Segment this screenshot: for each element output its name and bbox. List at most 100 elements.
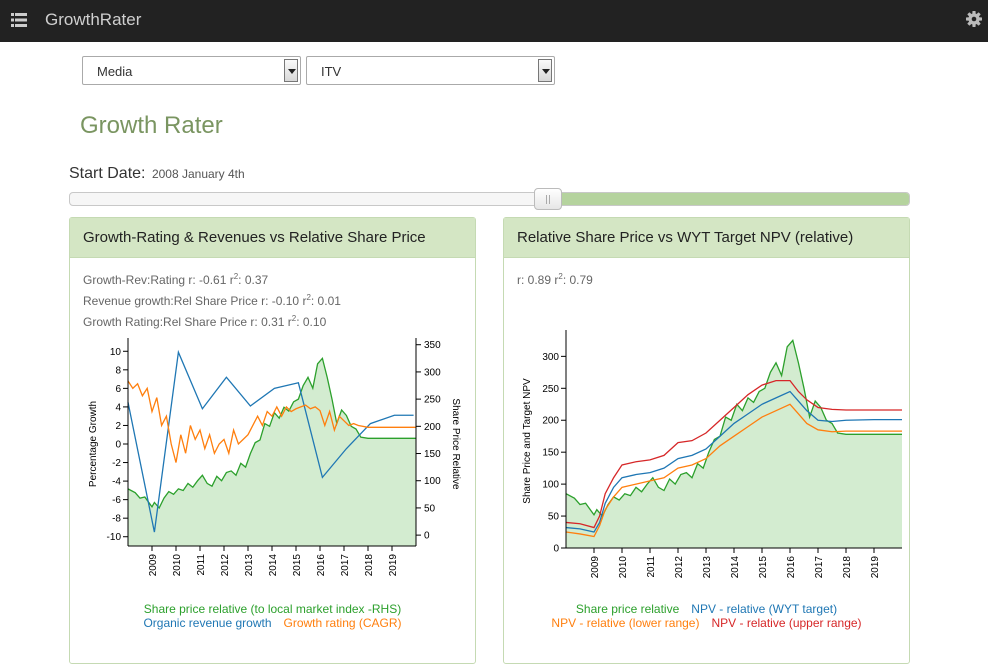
x-tick-label: 2013 xyxy=(244,554,255,577)
handle-grip-icon xyxy=(546,195,548,204)
npv-chart: 0 50 100 150 200 250 300 2009 2010 2011 2012 2013 20… xyxy=(522,330,902,579)
y-tick-label: 0 xyxy=(553,544,559,555)
x-tick-label: 2019 xyxy=(870,556,881,579)
legend-entry[interactable]: Growth rating (CAGR) xyxy=(283,616,402,630)
start-date-value: 2008 January 4th xyxy=(151,167,245,181)
y2-axis-label: Share Price Relative xyxy=(450,398,461,490)
y-tick-label: 200 xyxy=(542,416,559,427)
legend-entry[interactable]: NPV - relative (lower range) xyxy=(551,616,700,630)
stat-value: : 0.79 xyxy=(562,273,593,287)
x-tick-label: 2009 xyxy=(148,554,159,577)
chart-legend: Share price relative NPV - relative (WYT … xyxy=(504,602,909,630)
slider-handle[interactable] xyxy=(534,188,563,210)
x-tick-label: 2013 xyxy=(702,556,713,579)
npv-panel: Relative Share Price vs WYT Target NPV (… xyxy=(503,217,910,664)
legend-row: NPV - relative (lower range) NPV - relati… xyxy=(504,616,909,630)
stat-text: Growth Rating:Rel Share Price r: 0.31 r xyxy=(83,315,292,329)
y-tick-label: 250 xyxy=(542,384,559,395)
y-tick-label: 100 xyxy=(542,480,559,491)
growth-chart: -10-8-6-4-202468100501001502002503003502… xyxy=(88,338,461,577)
page-title: Growth Rater xyxy=(80,112,223,139)
y-tick-label: 4 xyxy=(115,402,121,413)
gear-icon[interactable] xyxy=(966,11,982,27)
x-tick-label: 2012 xyxy=(674,556,685,579)
y-tick-label: 300 xyxy=(542,352,559,363)
y-tick-label: 6 xyxy=(115,384,121,395)
organic-revenue-line xyxy=(127,349,414,533)
npv-target-line xyxy=(565,390,902,533)
y2-tick-label: 300 xyxy=(424,367,441,378)
x-tick-label: 2014 xyxy=(268,554,279,577)
handle-grip-icon xyxy=(549,195,551,204)
y-tick-label: 10 xyxy=(110,347,122,358)
y-tick-label: 8 xyxy=(115,365,121,376)
y2-tick-label: 200 xyxy=(424,422,441,433)
y-tick-label: 150 xyxy=(542,448,559,459)
y-tick-label: 0 xyxy=(115,440,121,451)
y-axis-label: Share Price and Target NPV xyxy=(522,378,533,504)
stat-line: Revenue growth:Rel Share Price r: -0.10 … xyxy=(83,289,341,310)
y-tick-label: -10 xyxy=(107,532,122,543)
y-tick-label: -4 xyxy=(112,477,121,488)
y2-tick-label: 150 xyxy=(424,449,441,460)
stat-line: Growth-Rev:Rating r: -0.61 r2: 0.37 xyxy=(83,268,341,289)
stat-superscript: 2 xyxy=(291,314,297,323)
legend-entry[interactable]: Organic revenue growth xyxy=(143,616,272,630)
company-dropdown-arrow-icon[interactable] xyxy=(538,59,552,82)
x-tick-label: 2015 xyxy=(758,556,769,579)
y2-tick-label: 350 xyxy=(424,340,441,351)
list-menu-icon[interactable] xyxy=(11,12,27,28)
x-tick-label: 2019 xyxy=(388,554,399,577)
x-tick-label: 2009 xyxy=(590,556,601,579)
correlation-stats: Growth-Rev:Rating r: -0.61 r2: 0.37 Reven… xyxy=(83,268,341,331)
x-tick-label: 2011 xyxy=(196,554,207,576)
legend-entry[interactable]: NPV - relative (upper range) xyxy=(711,616,862,630)
company-select-value: ITV xyxy=(321,64,342,79)
share-price-area xyxy=(566,340,902,548)
company-select[interactable]: ITV xyxy=(306,56,555,85)
correlation-stats: r: 0.89 r2: 0.79 xyxy=(517,268,593,289)
sector-select-value: Media xyxy=(97,64,133,79)
x-tick-label: 2018 xyxy=(842,556,853,579)
sector-select[interactable]: Media xyxy=(82,56,301,85)
stat-value: : 0.01 xyxy=(310,294,341,308)
legend-entry[interactable]: Share price relative (to local market in… xyxy=(143,602,402,616)
y2-tick-label: 0 xyxy=(424,531,430,542)
legend-entry[interactable]: NPV - relative (WYT target) xyxy=(691,602,838,616)
slider-range-fill xyxy=(549,193,909,205)
x-tick-label: 2015 xyxy=(292,554,303,577)
legend-row: Organic revenue growth Growth rating (CAG… xyxy=(70,616,475,630)
x-tick-label: 2017 xyxy=(340,554,351,577)
growth-rating-panel: Growth-Rating & Revenues vs Relative Sha… xyxy=(69,217,476,664)
stat-superscript: 2 xyxy=(558,272,563,281)
app-title[interactable]: GrowthRater xyxy=(45,10,142,29)
stat-line: Growth Rating:Rel Share Price r: 0.31 r2… xyxy=(83,310,341,331)
chart-legend: Share price relative (to local market in… xyxy=(70,602,475,630)
panel-title: Relative Share Price vs WYT Target NPV (… xyxy=(504,218,909,258)
y-tick-label: 2 xyxy=(115,421,121,432)
x-tick-label: 2017 xyxy=(814,556,825,579)
x-tick-label: 2016 xyxy=(786,556,797,579)
start-date-slider[interactable] xyxy=(69,192,910,206)
share-price-line xyxy=(127,356,416,510)
start-date-label: Start Date: 2008 January 4th xyxy=(69,165,245,183)
legend-entry[interactable]: Share price relative xyxy=(575,602,680,616)
stat-value: : 0.37 xyxy=(238,273,269,287)
x-tick-label: 2018 xyxy=(364,554,375,577)
stat-superscript: 2 xyxy=(306,293,311,302)
x-tick-label: 2010 xyxy=(172,554,183,577)
sector-dropdown-arrow-icon[interactable] xyxy=(284,59,298,82)
growth-rating-line xyxy=(127,380,416,463)
x-tick-label: 2012 xyxy=(220,554,231,577)
panel-title: Growth-Rating & Revenues vs Relative Sha… xyxy=(70,218,475,258)
legend-row: Share price relative (to local market in… xyxy=(70,602,475,616)
stat-text: r: 0.89 r xyxy=(517,273,559,287)
x-tick-label: 2011 xyxy=(646,556,657,578)
start-date-caption: Start Date: xyxy=(69,165,146,182)
y-axis-label: Percentage Growth xyxy=(88,401,99,487)
share-price-area xyxy=(128,358,416,546)
stat-line: r: 0.89 r2: 0.79 xyxy=(517,268,593,289)
stat-text: Growth-Rev:Rating r: -0.61 r xyxy=(83,273,234,287)
y-tick-label: -2 xyxy=(112,458,121,469)
stat-value: : 0.10 xyxy=(296,315,327,329)
